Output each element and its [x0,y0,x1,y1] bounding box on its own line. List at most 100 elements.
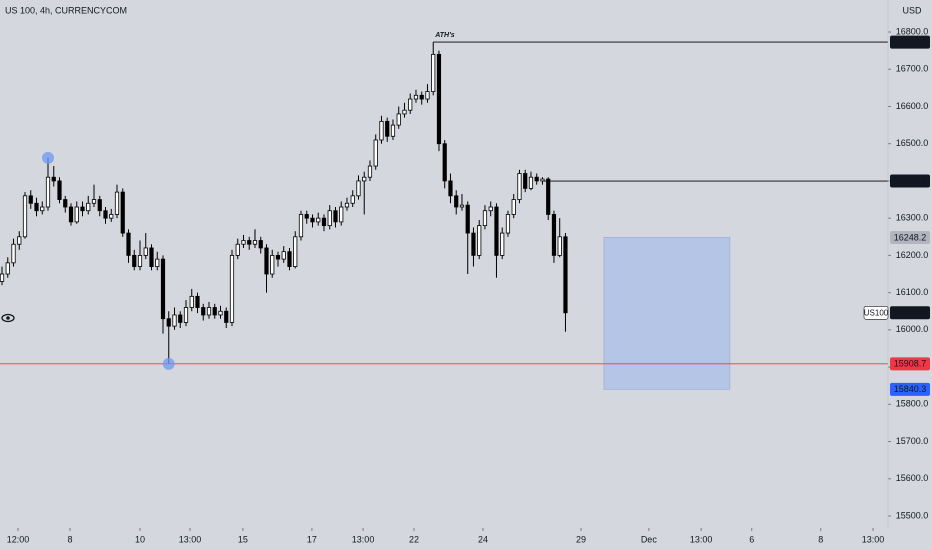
candle-body [34,202,39,212]
candle-body [505,214,511,234]
x-tick-label: 17 [307,534,317,544]
x-tick-label: 22 [409,534,419,544]
candle-body [195,295,200,308]
candle-body [183,307,189,323]
price-label-box [890,230,930,244]
candle-body [109,214,114,219]
candle-body [465,204,470,234]
candle-body [402,109,407,115]
y-tick-label: 16200.0 [896,250,929,260]
candle-body [436,53,442,145]
candle-body [275,254,281,260]
unit-label: USD [902,5,922,15]
candle-body [316,217,321,223]
candle-body [212,307,217,316]
candle-body [22,195,28,238]
candle-body [482,210,488,227]
x-tick-label: 6 [749,534,754,544]
candle-body [80,206,85,212]
symbol-tag: US100 [864,308,889,317]
y-tick-label: 16800.0 [896,26,929,36]
candle-body [477,225,482,256]
price-label-box [890,306,930,320]
candle-body [132,254,137,267]
x-tick-label: 15 [238,534,248,544]
candle-body [264,247,269,275]
candle-body [459,204,465,208]
candle-body [114,191,120,215]
candle-body [344,202,350,208]
candle-body [252,240,258,245]
candle-body [143,247,148,256]
candle-body [339,206,344,223]
candle-body [551,214,557,256]
candle-body [367,165,373,178]
price-label: 16399.8 [894,176,927,186]
y-tick-label: 16300.0 [896,213,929,223]
candle-body [166,318,171,327]
candle-body [350,195,355,204]
candle-body [126,232,131,256]
candle-body [454,195,459,208]
candle-body [534,176,539,182]
candle-body [356,180,361,197]
x-tick-label: 12:00 [7,534,30,544]
candle-body [40,206,45,212]
y-tick-label: 15700.0 [896,436,929,446]
candle-body [385,120,390,137]
candle-body [218,310,223,316]
zone [603,237,731,390]
candle-body [206,307,212,316]
candle-body [149,247,154,267]
candle-body [488,206,493,212]
candle-body [45,176,51,208]
candle-body [327,210,332,227]
candle-body [321,217,327,227]
candle-body [523,173,528,189]
candle-body [97,199,102,212]
candle-body [528,176,534,189]
y-tick-label: 16000.0 [896,324,929,334]
candle-body [178,314,183,323]
eye-icon[interactable] [1,313,15,323]
candle-body [511,199,516,215]
candle-body [431,53,436,92]
candle-body [563,236,568,314]
price-label: 16772.9 [894,37,927,47]
marker-circle [162,357,175,370]
candle-body [413,94,419,100]
candle-body [63,199,68,208]
candle-body [304,214,309,219]
x-tick-label: 13:00 [690,534,713,544]
symbol-tag-box [863,306,889,320]
candle-body [293,236,298,267]
price-label-box [890,382,930,396]
y-tick-label: 15600.0 [896,473,929,483]
price-label-box [890,357,930,371]
candle-body [517,173,522,200]
candle-body [189,295,194,308]
candle-body [270,254,275,275]
marker-circle [42,151,55,164]
chart-title: US 100, 4h, CURRENCYCOM [5,5,127,15]
price-label: 15908.7 [894,359,927,369]
candle-body [408,98,413,111]
x-tick-label: 13:00 [179,534,202,544]
candle-body [51,176,56,182]
candle-body [540,178,545,182]
x-tick-label: 13:00 [862,534,885,544]
candle-body [172,314,177,327]
candle-body [155,258,160,267]
x-tick-label: 8 [68,534,73,544]
candle-body [287,251,292,267]
candle-body [425,91,430,100]
candle-body [74,206,79,223]
candle-body [103,210,108,219]
candle-body [310,217,315,223]
candle-body [137,254,143,267]
candle-body [247,240,252,245]
y-tick-label: 16600.0 [896,101,929,111]
candle-body [448,180,453,197]
